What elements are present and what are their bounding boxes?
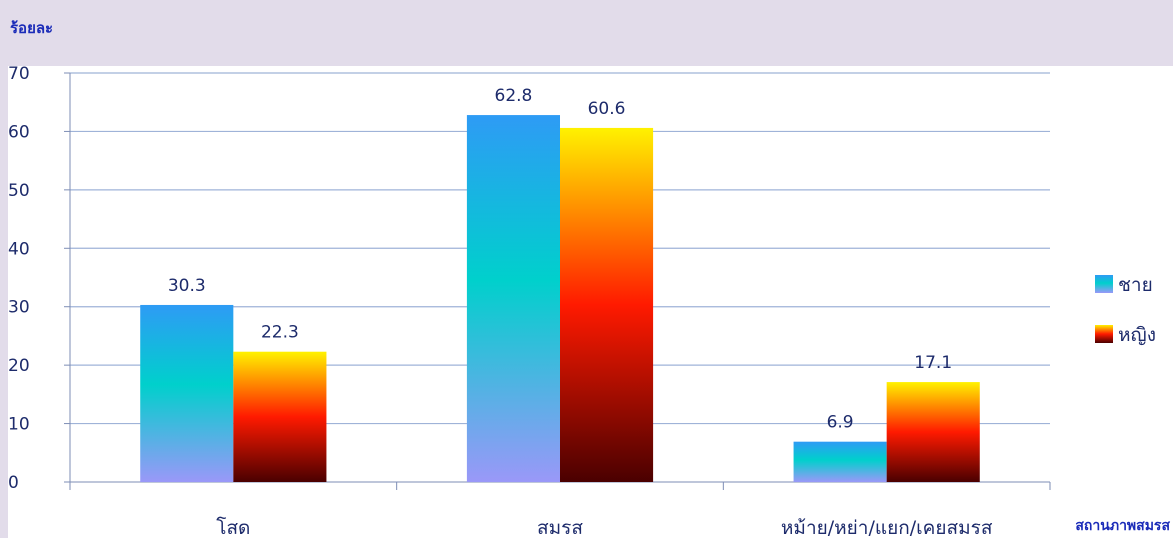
- bar-male: [140, 304, 234, 482]
- y-tick-label: 40: [8, 239, 30, 259]
- data-label: 6.9: [827, 413, 854, 433]
- y-tick-label: 50: [8, 181, 30, 201]
- bar-female: [233, 351, 327, 482]
- y-tick-label: 60: [8, 122, 30, 142]
- category-label: โสด: [216, 516, 250, 538]
- legend-swatch-male: [1095, 275, 1113, 293]
- bar-male: [466, 115, 560, 482]
- legend-label: หญิง: [1118, 324, 1156, 346]
- legend-swatch-female: [1095, 325, 1113, 343]
- category-label: สมรส: [537, 517, 583, 538]
- data-label: 17.1: [914, 353, 952, 373]
- left-border-strip: [0, 66, 8, 538]
- y-tick-label: 30: [8, 298, 30, 318]
- labels: 0 10 20 30 40 50 60 70 30.3 22.3 โสด 62.8 60.6 สมรส 6.…: [8, 64, 993, 538]
- data-label: 60.6: [588, 99, 626, 119]
- y-tick-label: 10: [8, 415, 30, 435]
- category-label: หม้าย/หย่า/แยก/เคยสมรส: [781, 517, 993, 538]
- data-label: 30.3: [168, 276, 206, 296]
- bar-female: [886, 382, 980, 482]
- bar-female: [560, 127, 654, 483]
- bar-male: [793, 441, 887, 482]
- x-axis-title: สถานภาพสมรส: [1075, 518, 1170, 534]
- bars: [140, 115, 980, 483]
- legend-label: ชาย: [1118, 274, 1153, 296]
- y-tick-label: 20: [8, 356, 30, 376]
- data-label: 62.8: [495, 86, 533, 106]
- data-label: 22.3: [261, 323, 299, 343]
- y-tick-label: 0: [8, 473, 19, 493]
- y-tick-label: 70: [8, 64, 30, 84]
- y-axis-title: ร้อยละ: [10, 19, 53, 37]
